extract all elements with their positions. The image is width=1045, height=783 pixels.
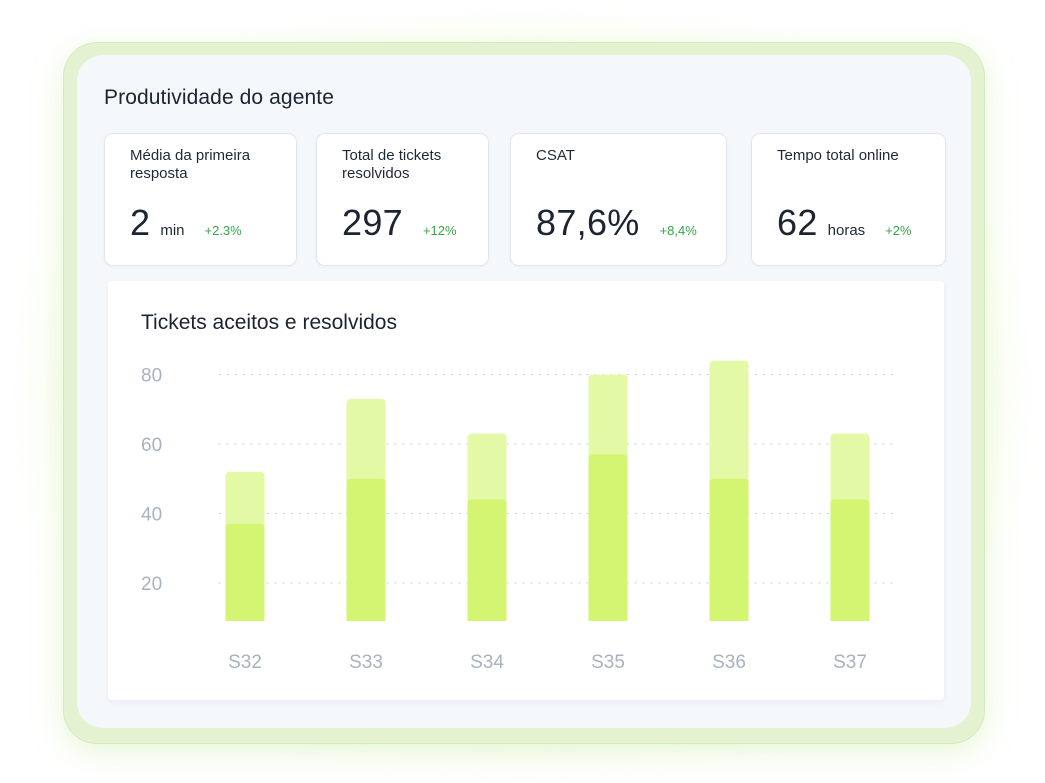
kpi-delta: +2%	[885, 223, 912, 238]
bar-base	[588, 616, 628, 621]
y-tick-label: 40	[141, 504, 162, 525]
kpi-delta: +2.3%	[204, 223, 242, 238]
kpi-delta: +12%	[422, 223, 457, 238]
y-tick-label: 60	[141, 435, 162, 456]
y-tick-label: 20	[141, 574, 162, 595]
x-tick-label: S35	[591, 652, 625, 673]
bar-resolved-s34[interactable]	[467, 499, 507, 621]
bar-resolved-s35[interactable]	[588, 454, 628, 621]
page-title: Produtividade do agente	[104, 86, 334, 109]
kpi-value-row: 297 +12%	[342, 202, 457, 244]
chart-card: Tickets aceitos e resolvidos 20 40 60 80 S32…	[108, 281, 944, 700]
bar-base	[709, 616, 749, 621]
kpi-unit: horas	[827, 222, 866, 239]
bar-resolved-s32[interactable]	[225, 523, 265, 621]
kpi-label: Total de tickets resolvidos	[342, 147, 442, 182]
bar-base	[346, 616, 386, 621]
kpi-card-online-time[interactable]: Tempo total online 62 horas +2%	[751, 133, 946, 266]
kpi-card-tickets-resolved[interactable]: Total de tickets resolvidos 297 +12%	[316, 133, 489, 266]
bar-base	[830, 616, 870, 621]
x-tick-label: S32	[228, 652, 262, 673]
kpi-unit: min	[160, 222, 185, 239]
kpi-label: CSAT	[536, 147, 575, 164]
bar-resolved-s36[interactable]	[709, 478, 749, 621]
kpi-value-row: 62 horas +2%	[777, 202, 912, 244]
chart-title: Tickets aceitos e resolvidos	[141, 311, 397, 334]
kpi-label: Média da primeira resposta	[130, 147, 251, 182]
x-tick-label: S37	[833, 652, 867, 673]
x-tick-label: S34	[470, 652, 504, 673]
y-tick-label: 80	[141, 366, 162, 387]
bar-resolved-s33[interactable]	[346, 478, 386, 621]
kpi-card-csat[interactable]: CSAT 87,6% +8,4%	[510, 133, 727, 266]
kpi-value: 87,6%	[536, 202, 640, 243]
bar-base	[467, 616, 507, 621]
kpi-value-row: 87,6% +8,4%	[536, 202, 697, 244]
kpi-value: 62	[777, 202, 818, 243]
kpi-delta: +8,4%	[659, 223, 697, 238]
kpi-value: 297	[342, 202, 403, 243]
bar-resolved-s37[interactable]	[830, 499, 870, 621]
bar-chart: 20 40 60 80 S32 S33 S34 S35 S36 S37	[141, 360, 898, 673]
kpi-value-row: 2 min +2.3%	[130, 202, 242, 244]
kpi-label: Tempo total online	[777, 147, 899, 164]
x-tick-label: S36	[712, 652, 746, 673]
kpi-value: 2	[130, 202, 151, 243]
kpi-card-first-response[interactable]: Média da primeira resposta 2 min +2.3%	[104, 133, 297, 266]
x-tick-label: S33	[349, 652, 383, 673]
bar-base	[225, 616, 265, 621]
